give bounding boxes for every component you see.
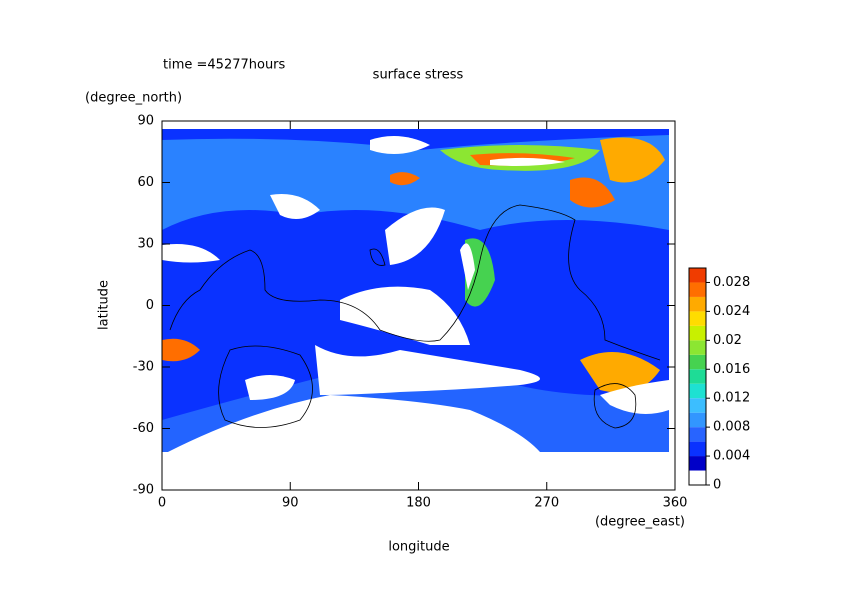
field [162,129,669,452]
colorbar-band [689,427,706,442]
colorbar-tick-label: 0.008 [713,420,750,435]
y-tick-label: -60 [133,421,154,436]
colorbar-band [689,383,706,399]
y-tick-label: 60 [137,175,154,190]
y-tick-label: 0 [146,298,154,313]
colorbar-band [689,456,706,471]
colorbar-frame [688,267,707,486]
chart-subtitle: time =45277hours [163,58,286,73]
y-tick-label: 30 [137,237,154,252]
colorbar-band [689,441,706,457]
x-tick-label: 360 [663,496,688,511]
y-tick-label: -90 [133,483,154,498]
x-axis-label: longitude [388,540,449,555]
x-unit: (degree_east) [595,515,685,530]
y-unit: (degree_north) [85,91,182,106]
colorbar-band [689,470,706,485]
colorbar-band [689,398,706,413]
colorbar-band [689,311,706,326]
chart-title: surface stress [373,68,464,83]
colorbar-tick-label: 0.004 [713,449,750,464]
y-tick-label: 90 [137,114,154,129]
colorbar-tick-label: 0.016 [713,362,750,377]
x-tick-label: 180 [406,496,431,511]
colorbar-band [689,369,706,384]
x-tick-label: 90 [282,496,299,511]
y-tick-label: -30 [133,360,154,375]
colorbar-tick-label: 0 [713,478,721,493]
x-tick-label: 270 [534,496,559,511]
colorbar-tick-label: 0.024 [713,304,750,319]
y-axis-label: latitude [97,280,112,330]
colorbar-band [689,412,706,428]
colorbar-band [689,282,706,297]
colorbar-band [689,268,706,283]
colorbar-band [689,340,706,355]
colorbar-band [689,325,706,341]
x-tick-label: 0 [158,496,166,511]
colorbar-tick-label: 0.028 [713,275,750,290]
colorbar-band [689,354,706,370]
colorbar-tick-label: 0.012 [713,391,750,406]
colorbar-band [689,296,706,312]
colorbar-tick-label: 0.02 [713,333,742,348]
